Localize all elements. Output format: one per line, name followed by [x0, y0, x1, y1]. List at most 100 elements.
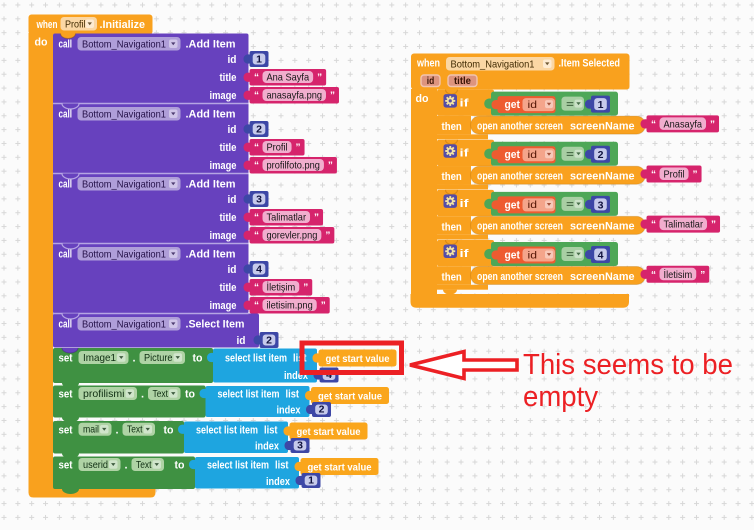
svg-text:set: set	[59, 353, 73, 365]
svg-text:Picture: Picture	[144, 352, 173, 364]
svg-text:”: ”	[325, 231, 330, 242]
svg-text:image: image	[210, 300, 237, 312]
svg-text:”: ”	[328, 161, 333, 172]
svg-text:open another screen: open another screen	[477, 171, 563, 183]
svg-text:.Initialize: .Initialize	[100, 19, 146, 31]
svg-text:call: call	[59, 319, 73, 331]
svg-text:İletişim: İletişim	[267, 281, 296, 294]
svg-text:=: =	[566, 98, 574, 110]
svg-text:Text: Text	[127, 424, 143, 436]
svg-text:if: if	[460, 148, 469, 160]
svg-text:image: image	[210, 230, 237, 242]
svg-text:select list item: select list item	[207, 460, 269, 472]
svg-text:empty: empty	[523, 381, 598, 413]
svg-text:select list item: select list item	[196, 424, 258, 436]
svg-text:get: get	[505, 149, 521, 161]
svg-text:list: list	[286, 389, 300, 401]
svg-text:call: call	[59, 249, 73, 261]
svg-text:to: to	[193, 353, 203, 365]
svg-text:title: title	[220, 212, 237, 224]
svg-text:screenName: screenName	[570, 271, 635, 283]
svg-text:screenName: screenName	[570, 171, 635, 183]
svg-text:.Add Item: .Add Item	[186, 179, 236, 191]
svg-text:2: 2	[256, 124, 262, 136]
svg-text:.: .	[116, 424, 119, 436]
svg-text:id: id	[427, 76, 435, 87]
svg-text:Bottom_Navigation1: Bottom_Navigation1	[82, 108, 166, 120]
svg-text:iletisim.png: iletisim.png	[267, 300, 313, 312]
svg-text:select list item: select list item	[218, 389, 280, 401]
svg-text:when: when	[36, 19, 58, 31]
svg-text:call: call	[59, 109, 73, 121]
svg-text:set: set	[59, 460, 73, 472]
svg-text:id: id	[228, 124, 237, 136]
svg-text:This seems to be: This seems to be	[523, 349, 733, 381]
svg-text:3: 3	[297, 440, 303, 452]
svg-text:“: “	[254, 301, 259, 312]
svg-text:”: ”	[330, 91, 335, 102]
svg-text:”: ”	[711, 220, 716, 231]
svg-text:.Item Selected: .Item Selected	[559, 58, 621, 70]
svg-text:Talimatlar: Talimatlar	[664, 219, 704, 231]
svg-text:.Add Item: .Add Item	[186, 109, 236, 121]
svg-text:open another screen: open another screen	[477, 120, 563, 132]
svg-text:4: 4	[256, 264, 262, 276]
svg-text:then: then	[442, 171, 463, 183]
svg-text:list: list	[264, 424, 278, 436]
svg-text:“: “	[651, 119, 656, 130]
svg-text:“: “	[651, 270, 656, 281]
svg-text:id: id	[528, 249, 538, 261]
svg-text:1: 1	[598, 99, 604, 111]
svg-text:.: .	[133, 353, 136, 365]
svg-text:call: call	[59, 39, 73, 51]
svg-text:if: if	[460, 248, 469, 260]
svg-text:gorevler.png: gorevler.png	[267, 230, 318, 242]
svg-text:”: ”	[303, 283, 308, 294]
svg-text:.Select Item: .Select Item	[186, 319, 245, 331]
svg-text:to: to	[164, 424, 174, 436]
svg-text:set: set	[59, 424, 73, 436]
svg-text:get start value: get start value	[297, 426, 361, 438]
svg-text:Profil: Profil	[267, 142, 288, 154]
svg-text:“: “	[254, 213, 259, 224]
svg-text:Talimatlar: Talimatlar	[267, 212, 307, 224]
svg-text:İletisim: İletisim	[664, 268, 693, 281]
svg-text:id: id	[228, 194, 237, 206]
svg-text:Profil: Profil	[65, 18, 86, 30]
svg-text:profilfoto.png: profilfoto.png	[267, 160, 321, 172]
svg-text:to: to	[185, 389, 195, 401]
svg-text:Profil: Profil	[664, 169, 685, 181]
svg-text:open another screen: open another screen	[477, 271, 563, 283]
svg-text:screenName: screenName	[570, 120, 635, 132]
svg-text:”: ”	[321, 301, 326, 312]
svg-text:“: “	[651, 220, 656, 231]
svg-text:id: id	[228, 54, 237, 66]
svg-text:id: id	[528, 199, 538, 211]
svg-text:get: get	[505, 249, 521, 261]
svg-text:userid: userid	[83, 459, 108, 471]
svg-text:Bottom_Navigation1: Bottom_Navigation1	[451, 58, 535, 70]
svg-text:Anasayfa: Anasayfa	[664, 118, 703, 130]
svg-text:1: 1	[256, 54, 262, 66]
svg-text:list: list	[275, 460, 289, 472]
svg-text:call: call	[59, 179, 73, 191]
svg-text:”: ”	[693, 170, 698, 181]
svg-text:get: get	[505, 199, 521, 211]
svg-text:“: “	[254, 283, 259, 294]
svg-text:=: =	[566, 249, 574, 261]
svg-text:do: do	[35, 37, 48, 49]
svg-text:title: title	[454, 76, 471, 87]
svg-text:get start value: get start value	[326, 353, 390, 365]
svg-text:“: “	[254, 91, 259, 102]
svg-text:”: ”	[317, 73, 322, 84]
svg-text:“: “	[254, 231, 259, 242]
svg-text:”: ”	[700, 270, 705, 281]
svg-text:id: id	[528, 149, 538, 161]
svg-text:image: image	[210, 160, 237, 172]
svg-text:Text: Text	[153, 388, 169, 400]
svg-text:when: when	[416, 58, 440, 70]
svg-text:id: id	[528, 99, 538, 111]
svg-text:screenName: screenName	[570, 221, 635, 233]
svg-text:4: 4	[598, 249, 604, 261]
svg-text:if: if	[460, 198, 469, 210]
